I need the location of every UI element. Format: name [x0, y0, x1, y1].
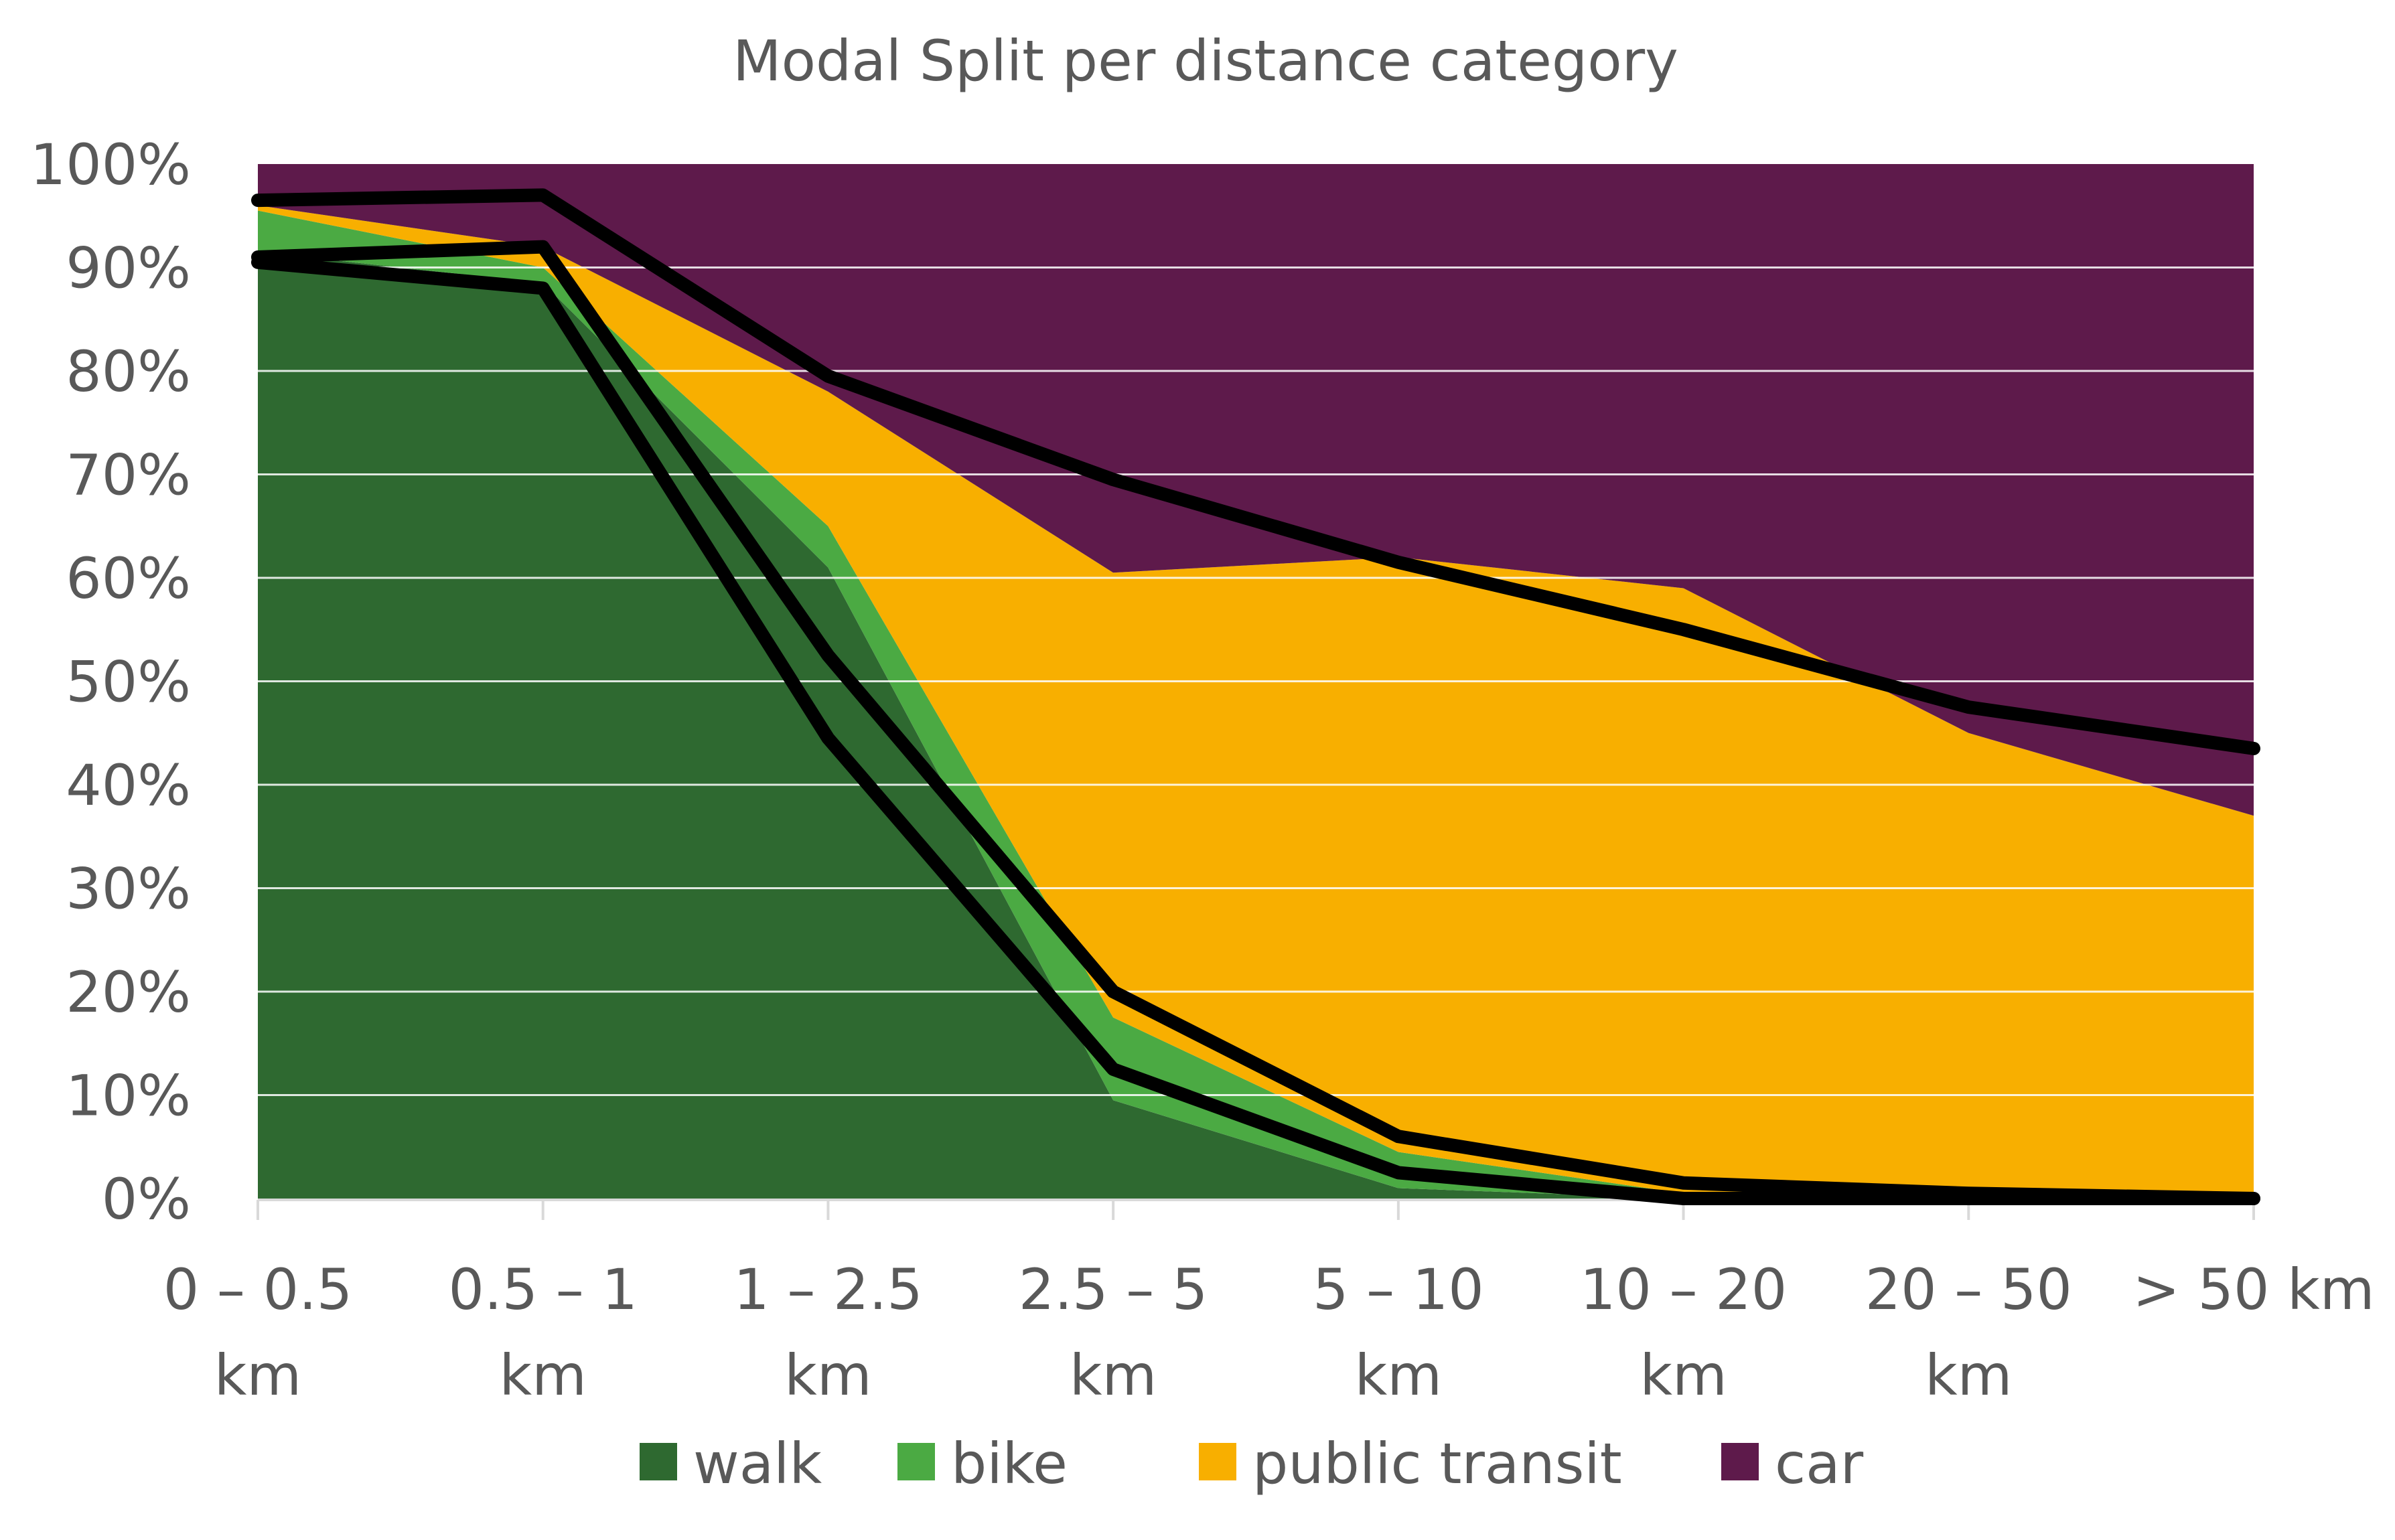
- y-tick-label: 40%: [66, 753, 191, 818]
- legend: walk bike public transit car: [640, 1431, 1864, 1496]
- chart-title: Modal Split per distance category: [733, 28, 1678, 94]
- x-tick-label: 20 – 50: [1865, 1257, 2072, 1322]
- area-public-transit: [258, 205, 2254, 1199]
- x-tick-label: 0 – 0.5: [163, 1257, 352, 1322]
- x-tick-label: 0.5 – 1: [448, 1257, 637, 1322]
- y-axis-ticks: 0% 10% 20% 30% 40% 50% 60% 70% 80% 90% 100%: [30, 132, 191, 1232]
- x-tick-label: km: [1070, 1342, 1157, 1408]
- x-tick-label: > 50 km: [2132, 1257, 2374, 1322]
- x-tick-label: km: [214, 1342, 301, 1408]
- x-tick-label: 1 – 2.5: [733, 1257, 922, 1322]
- y-tick-label: 90%: [66, 236, 191, 301]
- y-tick-label: 10%: [66, 1063, 191, 1129]
- y-tick-label: 50%: [66, 649, 191, 715]
- y-tick-label: 0%: [102, 1166, 191, 1232]
- y-tick-label: 60%: [66, 546, 191, 611]
- x-tick-label: km: [784, 1342, 871, 1408]
- y-tick-label: 80%: [66, 339, 191, 404]
- overlay-line-1: [251, 255, 2260, 1205]
- overlay-line-3: [251, 188, 2260, 755]
- y-tick-label: 30%: [66, 856, 191, 922]
- legend-label-walk: walk: [693, 1431, 822, 1496]
- y-tick-label: 100%: [30, 132, 191, 198]
- gridlines: [258, 266, 2254, 1096]
- legend-label-bike: bike: [951, 1431, 1068, 1496]
- y-tick-label: 20%: [66, 959, 191, 1025]
- legend-swatch-walk: [640, 1443, 677, 1480]
- x-tick-label: 10 – 20: [1580, 1257, 1787, 1322]
- x-axis-ticks: 0 – 0.5 km 0.5 – 1 km 1 – 2.5 km 2.5 – 5 km 5 – …: [163, 1257, 2375, 1408]
- legend-label-public-transit: public transit: [1252, 1431, 1622, 1496]
- legend-swatch-car: [1721, 1443, 1759, 1480]
- x-tick-label: 2.5 – 5: [1019, 1257, 1208, 1322]
- x-tick-label: 5 – 10: [1313, 1257, 1484, 1322]
- overlay-line-2: [251, 240, 2260, 1205]
- x-tick-label: km: [499, 1342, 586, 1408]
- x-tick-label: km: [1640, 1342, 1727, 1408]
- x-tick-label: km: [1355, 1342, 1442, 1408]
- legend-label-car: car: [1775, 1431, 1864, 1496]
- legend-swatch-public-transit: [1199, 1443, 1236, 1480]
- area-walk: [258, 252, 2254, 1199]
- overlay-lines: [251, 188, 2260, 1205]
- legend-swatch-bike: [897, 1443, 935, 1480]
- y-tick-label: 70%: [66, 443, 191, 508]
- x-tick-label: km: [1925, 1342, 2012, 1408]
